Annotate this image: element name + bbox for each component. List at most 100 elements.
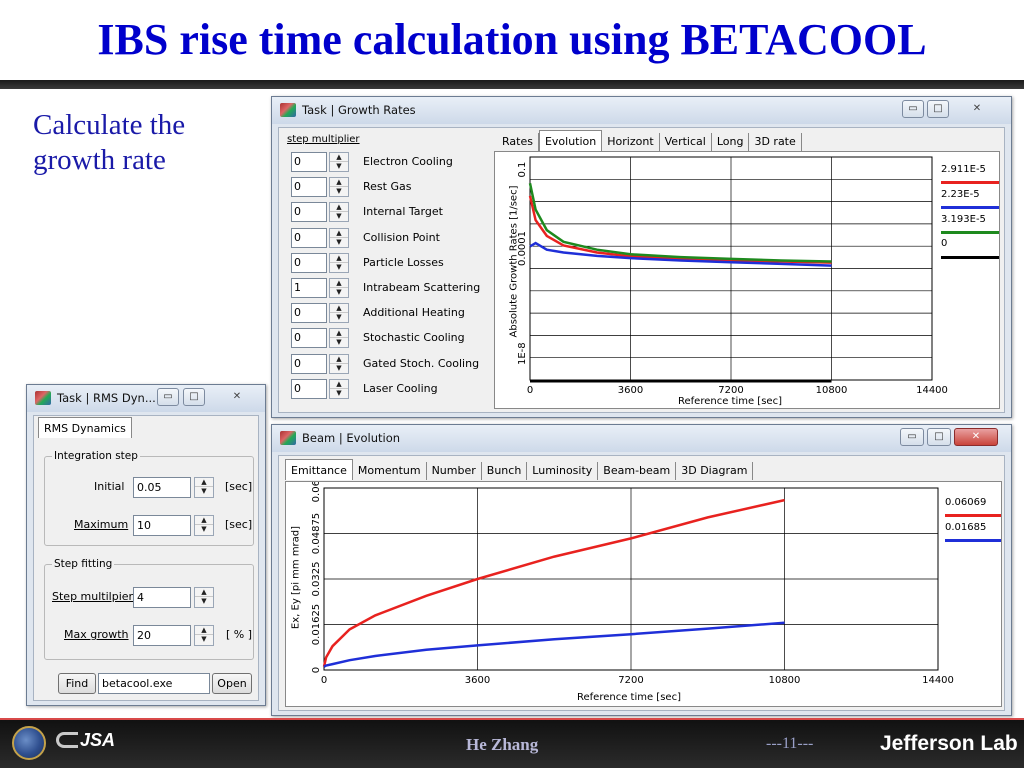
maximize-icon[interactable]: □ <box>927 428 951 446</box>
step-multiplier-spinner[interactable]: ▲ ▼ <box>329 252 349 273</box>
step-multiplier-spinner[interactable]: ▲ ▼ <box>329 303 349 324</box>
step-multiplier-spinner[interactable]: ▲ ▼ <box>329 278 349 298</box>
find-button[interactable]: Find <box>58 673 96 694</box>
growth-rate-tabs: Rates Evolution Horizont Vertical Long 3D rat… <box>497 130 802 153</box>
growth-rate-process-label: Internal Target <box>363 205 443 219</box>
beam-tab-3d-diagram[interactable]: 3D Diagram <box>676 462 754 480</box>
growth-x-tick: 7200 <box>718 385 743 396</box>
jsa-swoosh-icon <box>56 732 78 748</box>
growth-tab-3d-rate[interactable]: 3D rate <box>749 133 802 151</box>
step-multiplier-spinner[interactable]: ▲ ▼ <box>329 152 349 172</box>
step-multiplier-spinner[interactable]: ▲ ▼ <box>329 177 349 198</box>
emittance-series-red <box>322 498 785 667</box>
beam-tab-number[interactable]: Number <box>426 462 482 480</box>
growth-rate-process-label: Electron Cooling <box>363 155 453 168</box>
step-multiplier-input[interactable]: 4 <box>133 587 191 608</box>
max-growth-label: Max growth <box>64 628 129 641</box>
step-multiplier-input[interactable]: 0 <box>291 252 327 273</box>
maximum-step-input[interactable]: 10 <box>133 515 191 536</box>
growth-rates-window-title: Task | Growth Rates <box>302 103 416 117</box>
initial-label: Initial <box>94 480 125 493</box>
emittance-y-tick: 0.065 <box>311 482 322 502</box>
step-multiplier-input[interactable]: 0 <box>291 177 327 198</box>
emittance-ylabel: Ex, Ey [pi mm mrad] <box>290 525 302 630</box>
rms-dynamics-titlebar[interactable]: Task | RMS Dyn... ▭ □ ✕ <box>27 385 265 412</box>
growth-rates-titlebar[interactable]: Task | Growth Rates ▭ □ ✕ <box>272 97 1011 124</box>
jsa-logo: JSA <box>56 730 115 751</box>
growth-legend-black: 0 <box>941 238 948 249</box>
close-icon[interactable]: ✕ <box>954 428 998 446</box>
growth-tab-evolution[interactable]: Evolution <box>538 130 603 151</box>
step-multiplier-spinner[interactable]: ▲ ▼ <box>329 378 349 399</box>
minimize-icon[interactable]: ▭ <box>900 428 924 446</box>
beam-tab-bunch[interactable]: Bunch <box>481 462 528 480</box>
maximum-step-spinner[interactable]: ▲ ▼ <box>194 515 214 536</box>
step-multiplier-input[interactable]: 0 <box>291 152 327 172</box>
rms-dynamics-window[interactable]: Task | RMS Dyn... ▭ □ ✕ RMS Dynamics Int… <box>26 384 266 706</box>
beam-tab-momentum[interactable]: Momentum <box>352 462 427 480</box>
step-multiplier-input[interactable]: 0 <box>291 353 327 374</box>
step-fitting-legend: Step fitting <box>52 558 115 570</box>
minimize-icon[interactable]: ▭ <box>902 100 924 118</box>
emittance-chart: 0 3600 7200 10800 14400 0 0.01625 0.0325 0.04875… <box>311 482 954 686</box>
step-multiplier-link[interactable]: step multiplier <box>287 134 360 145</box>
growth-rate-row: 0 ▲ ▼ Rest Gas <box>291 177 491 198</box>
step-multiplier-spinner[interactable]: ▲ ▼ <box>329 353 349 374</box>
growth-rate-plot: 0 3600 7200 10800 14400 0.1 0.0001 1E-8 Absolut… <box>494 151 1000 409</box>
jefferson-lab-logo: Jefferson Lab <box>880 732 1018 755</box>
step-fitting-group <box>44 564 254 660</box>
initial-step-input[interactable]: 0.05 <box>133 477 191 498</box>
growth-tab-long[interactable]: Long <box>711 133 750 151</box>
title-divider <box>0 80 1024 89</box>
betacool-app-icon <box>280 103 296 117</box>
step-multiplier-input[interactable]: 1 <box>291 278 327 298</box>
presenter-name: He Zhang <box>466 735 539 754</box>
max-growth-unit: [ % ] <box>226 628 253 641</box>
emittance-x-tick: 3600 <box>465 675 490 686</box>
emittance-x-tick: 10800 <box>769 675 801 686</box>
step-multiplier-spinner[interactable]: ▲ ▼ <box>329 328 349 349</box>
step-multiplier-input[interactable]: 0 <box>291 202 327 223</box>
beam-evolution-window[interactable]: Beam | Evolution ▭ □ ✕ Emittance Momentum… <box>271 424 1012 716</box>
step-multiplier-spinner[interactable]: ▲ ▼ <box>194 587 214 608</box>
growth-rate-process-label: Particle Losses <box>363 255 444 269</box>
close-icon[interactable]: ✕ <box>972 103 982 114</box>
emittance-legend-blue-line <box>945 539 1001 542</box>
initial-unit: [sec] <box>225 480 253 493</box>
close-icon[interactable]: ✕ <box>232 391 242 402</box>
minimize-icon[interactable]: ▭ <box>157 388 179 406</box>
growth-rate-row: 0 ▲ ▼ Stochastic Cooling <box>291 328 491 349</box>
beam-tab-luminosity[interactable]: Luminosity <box>527 462 599 480</box>
max-growth-input[interactable]: 20 <box>133 625 191 646</box>
step-multiplier-input[interactable]: 0 <box>291 227 327 248</box>
emittance-x-tick: 7200 <box>618 675 643 686</box>
open-button[interactable]: Open <box>212 673 252 694</box>
tab-rms-dynamics[interactable]: RMS Dynamics <box>38 417 132 438</box>
growth-rates-window[interactable]: Task | Growth Rates ▭ □ ✕ step multiplie… <box>271 96 1012 418</box>
growth-rate-process-label: Additional Heating <box>363 306 465 320</box>
beam-tab-emittance[interactable]: Emittance <box>285 459 353 480</box>
step-multiplier-spinner[interactable]: ▲ ▼ <box>329 202 349 223</box>
max-growth-spinner[interactable]: ▲ ▼ <box>194 625 214 646</box>
growth-xlabel: Reference time [sec] <box>678 396 782 407</box>
growth-rate-chart: 0 3600 7200 10800 14400 0.1 0.0001 1E-8 <box>517 156 948 396</box>
step-multiplier-input[interactable]: 0 <box>291 303 327 324</box>
growth-legend-black-line <box>941 256 999 259</box>
step-multiplier-input[interactable]: 0 <box>291 378 327 399</box>
beam-evolution-titlebar[interactable]: Beam | Evolution ▭ □ ✕ <box>272 425 1011 452</box>
growth-series-green <box>528 183 832 263</box>
beam-evolution-panel: Emittance Momentum Number Bunch Luminosity Be… <box>278 455 1005 711</box>
growth-tab-horizont[interactable]: Horizont <box>602 133 660 151</box>
growth-tab-rates[interactable]: Rates <box>497 133 539 151</box>
growth-x-tick: 3600 <box>618 385 643 396</box>
find-path-input[interactable]: betacool.exe <box>98 673 210 694</box>
step-multiplier-spinner[interactable]: ▲ ▼ <box>329 227 349 248</box>
step-multiplier-label: Step multilpier <box>52 590 134 603</box>
step-multiplier-input[interactable]: 0 <box>291 328 327 349</box>
growth-tab-vertical[interactable]: Vertical <box>659 133 712 151</box>
initial-step-spinner[interactable]: ▲ ▼ <box>194 477 214 498</box>
emittance-y-tick: 0 <box>311 667 322 673</box>
beam-tab-beam-beam[interactable]: Beam-beam <box>598 462 677 480</box>
maximize-icon[interactable]: □ <box>927 100 949 118</box>
maximize-icon[interactable]: □ <box>183 388 205 406</box>
